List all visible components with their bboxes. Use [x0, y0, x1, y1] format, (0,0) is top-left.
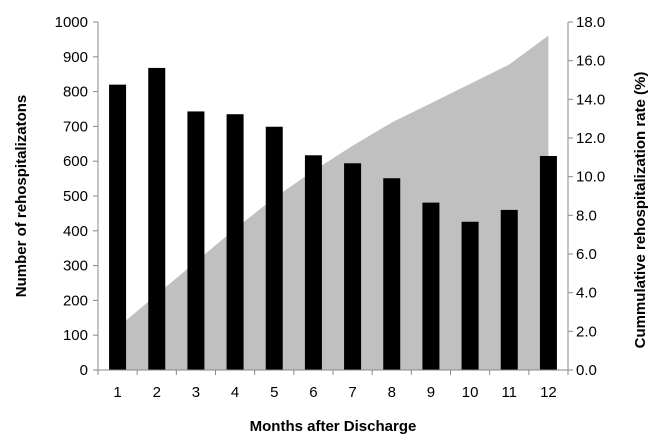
x-tick-label: 1 [113, 384, 121, 401]
y-left-tick-label: 100 [63, 327, 88, 344]
y-right-tick-label: 8.0 [576, 207, 597, 224]
bar-month-5 [265, 126, 283, 370]
y-axis-right-title: Cummulative rehospitalization rate (%) [632, 72, 649, 349]
y-left-tick-label: 600 [63, 153, 88, 170]
x-tick-label: 8 [388, 384, 396, 401]
y-left-tick-label: 800 [63, 84, 88, 101]
y-left-tick-label: 900 [63, 49, 88, 66]
x-tick-label: 6 [309, 384, 317, 401]
y-right-tick-label: 12.0 [576, 130, 605, 147]
y-left-tick-label: 0 [80, 362, 88, 379]
y-right-tick-label: 6.0 [576, 246, 597, 263]
bar-month-12 [539, 155, 557, 370]
bar-month-4 [226, 114, 244, 370]
bar-month-10 [461, 221, 479, 370]
x-tick-label: 2 [153, 384, 161, 401]
bar-month-6 [304, 155, 322, 370]
y-right-tick-label: 18.0 [576, 14, 605, 31]
x-tick-label: 4 [231, 384, 239, 401]
bar-month-8 [383, 178, 401, 370]
y-axis-left-title: Number of rehospitalizatons [13, 95, 30, 298]
y-right-tick-label: 2.0 [576, 323, 597, 340]
x-tick-label: 12 [540, 384, 557, 401]
y-left-tick-label: 500 [63, 188, 88, 205]
y-right-tick-label: 14.0 [576, 91, 605, 108]
bar-month-1 [109, 84, 127, 370]
x-tick-label: 10 [462, 384, 479, 401]
x-tick-label: 9 [427, 384, 435, 401]
y-right-tick-label: 16.0 [576, 53, 605, 70]
x-tick-label: 3 [192, 384, 200, 401]
x-tick-label: 5 [270, 384, 278, 401]
y-left-tick-label: 400 [63, 223, 88, 240]
y-left-tick-label: 700 [63, 118, 88, 135]
bar-month-3 [187, 111, 205, 370]
x-tick-label: 7 [348, 384, 356, 401]
bar-month-9 [422, 202, 440, 370]
y-right-tick-label: 10.0 [576, 169, 605, 186]
bar-month-2 [148, 67, 166, 370]
y-left-tick-label: 200 [63, 292, 88, 309]
bar-month-7 [344, 163, 362, 370]
cumulative-rate-area-layer [117, 35, 549, 371]
y-left-tick-label: 1000 [55, 14, 88, 31]
bar-month-11 [500, 209, 518, 370]
y-right-tick-label: 0.0 [576, 362, 597, 379]
y-left-tick-label: 300 [63, 258, 88, 275]
bar-layer [109, 67, 557, 370]
x-tick-label: 11 [501, 384, 517, 401]
cumulative-rate-area [117, 35, 549, 371]
tick-layer: 0 100 200 300 400 500 600 700 800 900 1000 0.0 2.0 4.… [55, 14, 606, 401]
x-axis-title: Months after Discharge [250, 418, 417, 435]
y-right-tick-label: 4.0 [576, 285, 597, 302]
